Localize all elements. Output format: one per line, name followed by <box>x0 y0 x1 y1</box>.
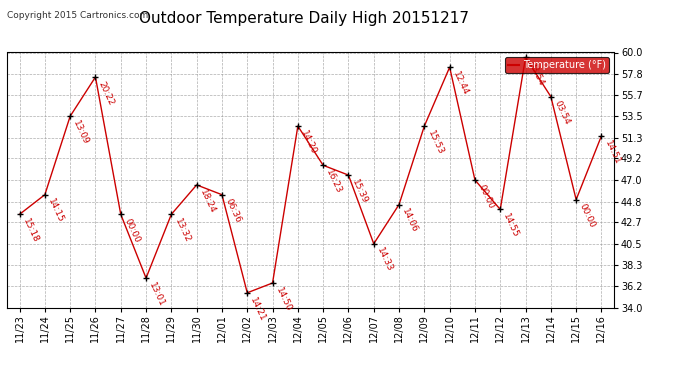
Text: 14:06: 14:06 <box>400 207 420 234</box>
Text: 14:51: 14:51 <box>603 139 622 166</box>
Text: 14:15: 14:15 <box>46 198 66 225</box>
Text: 13:09: 13:09 <box>72 119 90 146</box>
Text: 14:55: 14:55 <box>502 212 521 239</box>
Text: 15:53: 15:53 <box>426 129 445 156</box>
Text: Copyright 2015 Cartronics.com: Copyright 2015 Cartronics.com <box>7 11 148 20</box>
Text: 15:39: 15:39 <box>350 178 369 205</box>
Text: Outdoor Temperature Daily High 20151217: Outdoor Temperature Daily High 20151217 <box>139 11 469 26</box>
Text: 06:36: 06:36 <box>224 198 242 225</box>
Text: 03:54: 03:54 <box>527 60 546 87</box>
Text: 00:00: 00:00 <box>578 202 597 229</box>
Text: 15:18: 15:18 <box>21 217 40 244</box>
Text: 03:54: 03:54 <box>552 99 571 126</box>
Text: 12:44: 12:44 <box>451 70 470 97</box>
Text: 16:23: 16:23 <box>324 168 344 195</box>
Text: 00:00: 00:00 <box>122 217 141 244</box>
Legend: Temperature (°F): Temperature (°F) <box>505 57 609 73</box>
Text: 14:20: 14:20 <box>299 129 318 156</box>
Text: 13:32: 13:32 <box>172 217 192 244</box>
Text: 18:24: 18:24 <box>198 188 217 215</box>
Text: 14:33: 14:33 <box>375 246 394 274</box>
Text: 00:00: 00:00 <box>476 183 495 210</box>
Text: 20:22: 20:22 <box>97 80 116 107</box>
Text: 14:50: 14:50 <box>274 286 293 313</box>
Text: 13:01: 13:01 <box>148 281 166 308</box>
Text: 14:21: 14:21 <box>248 296 268 322</box>
